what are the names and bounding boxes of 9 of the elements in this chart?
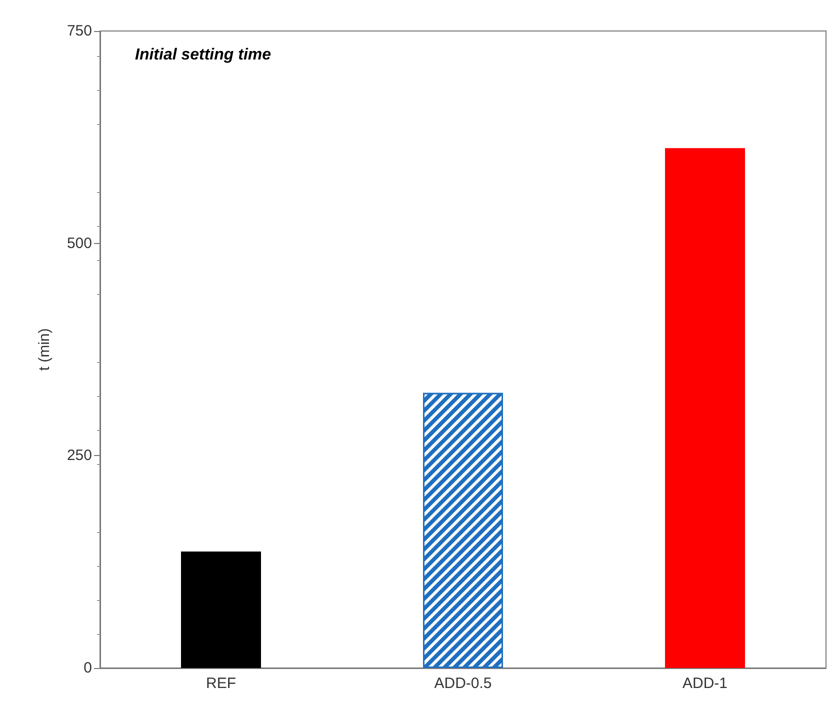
x-tick-label: ADD-1 bbox=[682, 675, 728, 692]
y-tick-label: 750 bbox=[66, 22, 92, 40]
x-tick-label: REF bbox=[206, 675, 236, 692]
text: Initial setting time bbox=[135, 46, 272, 64]
y-tick-label: 250 bbox=[66, 447, 92, 464]
y-axis-title: t (min) bbox=[36, 328, 53, 371]
x-tick-label: ADD-0.5 bbox=[434, 675, 492, 692]
y-tick-label: 500 bbox=[66, 234, 92, 252]
y-tick-label: 0 bbox=[84, 660, 92, 676]
